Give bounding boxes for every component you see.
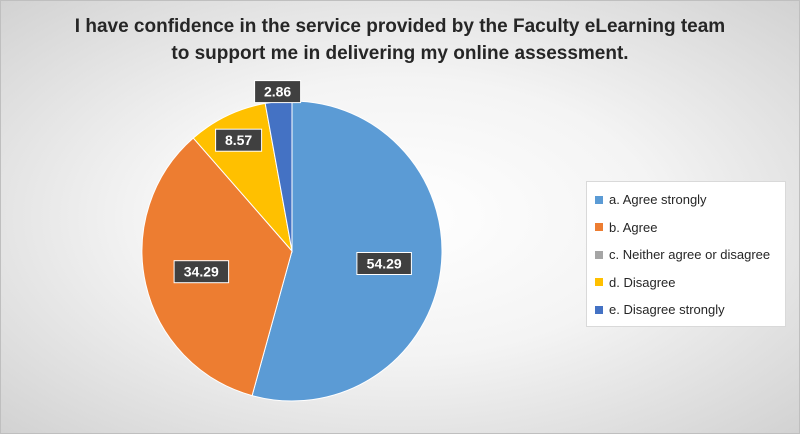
legend-swatch-2 xyxy=(595,250,603,259)
chart-title-line-1: I have confidence in the service provide… xyxy=(74,16,726,37)
data-label-3: 8.57 xyxy=(215,128,263,152)
legend: a. Agree strongly b. Agree c. Neither agre… xyxy=(586,181,786,327)
legend-label-0: a. Agree strongly xyxy=(609,192,707,208)
legend-item-4: e. Disagree strongly xyxy=(595,296,785,324)
data-label-0: 54.29 xyxy=(356,252,412,275)
svg-text:8.57: 8.57 xyxy=(225,132,252,148)
legend-item-0: a. Agree strongly xyxy=(595,186,785,214)
legend-label-4: e. Disagree strongly xyxy=(609,302,725,318)
svg-text:54.29: 54.29 xyxy=(367,256,402,272)
svg-text:2.86: 2.86 xyxy=(264,84,291,100)
legend-item-1: b. Agree xyxy=(595,214,785,242)
svg-text:34.29: 34.29 xyxy=(184,264,219,280)
legend-label-3: d. Disagree xyxy=(609,274,676,290)
chart-title: I have confidence in the service provide… xyxy=(41,13,759,67)
legend-swatch-3 xyxy=(595,278,603,287)
legend-item-3: d. Disagree xyxy=(595,269,785,297)
chart-title-line-2: to support me in delivering my online as… xyxy=(171,43,629,64)
legend-swatch-1 xyxy=(595,223,603,232)
legend-label-2: c. Neither agree or disagree xyxy=(609,247,771,263)
data-label-4: 2.86 xyxy=(254,80,302,104)
legend-item-2: c. Neither agree or disagree xyxy=(595,241,785,269)
data-label-1: 34.29 xyxy=(173,260,230,284)
legend-label-1: b. Agree xyxy=(609,219,658,235)
legend-swatch-0 xyxy=(595,195,603,204)
legend-swatch-4 xyxy=(595,305,603,314)
pie-slice-0 xyxy=(251,100,443,402)
